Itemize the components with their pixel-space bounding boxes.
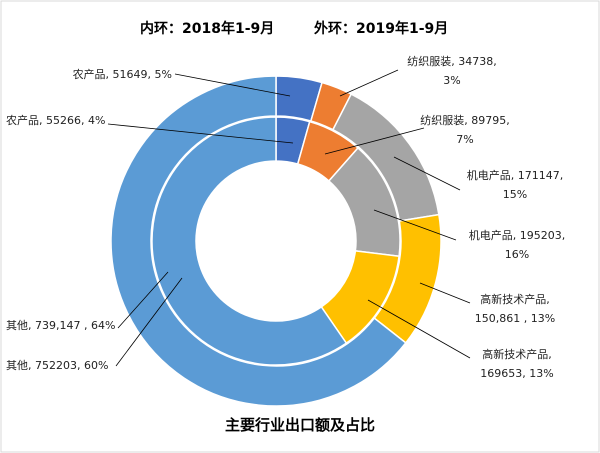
inner-ring-leader-agri [107, 123, 294, 144]
inner-ring-leader-textile [324, 127, 425, 155]
inner-ring-label-hitech: 高新技术产品, 169653, 13% [480, 347, 553, 380]
inner-ring-slice-other [151, 116, 348, 366]
outer-ring-header: 外环：2019年1-9月 [314, 20, 448, 37]
leader-lines-layer [107, 69, 471, 367]
inner-ring-label-agri: 农产品, 55266, 4% [6, 113, 105, 127]
outer-ring-label-mech: 机电产品, 171147, 15% [467, 168, 563, 201]
outer-ring-leader-textile [339, 69, 399, 97]
outer-ring-label-hitech: 高新技术产品, 150,861 , 13% [475, 292, 555, 325]
outer-ring-label-other: 其他, 739,147 , 64% [6, 319, 115, 332]
data-labels-layer: 农产品, 55266, 4% 纺织服装, 89795, 7% 机电产品, 195203… [6, 54, 565, 380]
outer-ring-leader-agri [174, 73, 291, 97]
inner-ring-label-textile: 纺织服装, 89795, 7% [420, 113, 509, 146]
inner-ring-leader-other [115, 277, 183, 367]
outer-ring-label-agri: 农产品, 51649, 5% [73, 67, 172, 81]
outer-ring-leader-hitech [419, 282, 471, 304]
outer-ring-slice-other [110, 75, 407, 407]
chart-title: 主要行业出口额及占比 [225, 416, 375, 434]
inner-ring-leader-hitech [367, 299, 471, 359]
slices-layer [110, 75, 442, 407]
inner-ring-header: 内环：2018年1-9月 [140, 20, 274, 37]
outer-ring-leader-mech [393, 156, 461, 191]
outer-ring-label-textile: 纺织服装, 34738, 3% [407, 54, 496, 87]
inner-ring-leader-mech [373, 209, 457, 241]
inner-ring-label-mech: 机电产品, 195203, 16% [469, 228, 565, 261]
outer-ring-leader-other [117, 271, 169, 329]
inner-ring-label-other: 其他, 752203, 60% [6, 359, 108, 372]
